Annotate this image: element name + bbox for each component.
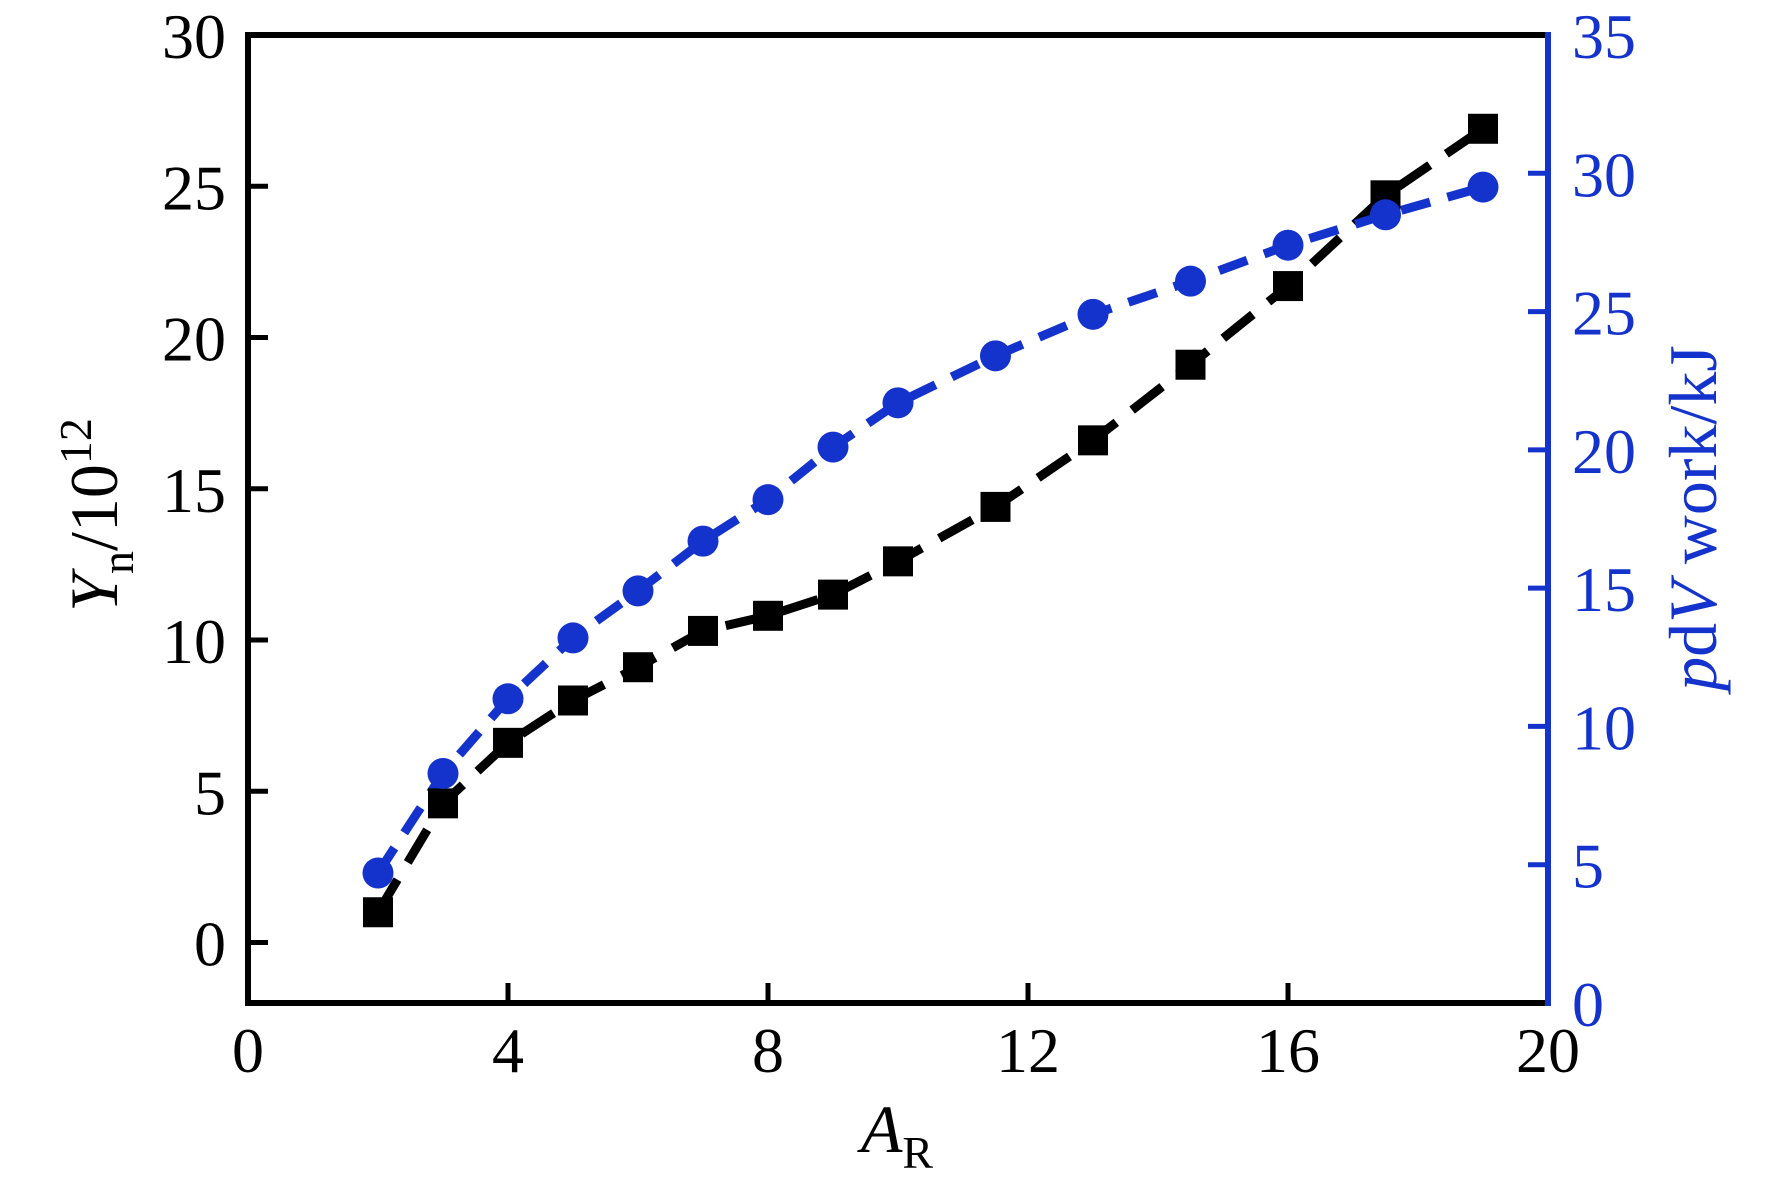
axis-spines (245, 32, 1551, 1006)
series-lines (374, 125, 1486, 915)
tick-labels: 0 5 10 15 20 25 30 0 5 10 15 20 25 30 35 0 4 8 12 16 20 (162, 1, 1636, 1086)
pdv-work-marker (427, 757, 459, 789)
pdv-work-marker (752, 484, 784, 516)
pdv-work-marker (1175, 265, 1206, 297)
left-axis-tick-label: 25 (162, 152, 226, 223)
neutron-yield-marker (558, 685, 588, 716)
pdv-work-line (374, 182, 1485, 876)
axis-titles: Yn/1012 pdV work/kJ AR (50, 345, 1731, 1178)
left-axis-tick-label: 30 (162, 1, 226, 72)
pdv-work-marker (492, 683, 524, 715)
x-axis-tick-label: 0 (232, 1015, 264, 1086)
neutron-yield-marker (623, 652, 653, 683)
right-axis-tick-label: 0 (1572, 969, 1604, 1040)
right-axis-title: pdV work/kJ (1655, 345, 1731, 695)
left-axis-tick-label: 5 (194, 757, 226, 828)
pdv-work-marker (1077, 298, 1109, 330)
right-axis-tick-label: 25 (1572, 278, 1636, 349)
pdv-work-marker (557, 622, 589, 654)
pdv-work-marker (362, 857, 394, 889)
left-axis-tick-label: 10 (162, 606, 226, 677)
neutron-yield-marker (883, 546, 913, 577)
left-axis-tick-label: 15 (162, 455, 226, 526)
pdv-work-marker (687, 525, 719, 557)
right-axis-tick-label: 30 (1572, 139, 1636, 210)
left-axis-title: Yn/1012 (50, 418, 143, 612)
axis-ticks (245, 32, 1551, 1006)
right-axis-tick-label: 15 (1572, 554, 1636, 625)
x-axis-tick-label: 20 (1516, 1015, 1580, 1086)
x-axis-title: AR (857, 1091, 934, 1178)
left-axis-tick-label: 0 (194, 909, 226, 980)
neutron-yield-marker (1078, 425, 1108, 456)
neutron-yield-marker (688, 615, 718, 646)
x-axis-tick-label: 8 (752, 1015, 784, 1086)
pdv-work-marker (1370, 199, 1401, 231)
right-axis-tick-label: 5 (1572, 831, 1604, 902)
pdv-work-marker (622, 575, 654, 607)
x-axis-tick-label: 12 (996, 1015, 1060, 1086)
series-markers (362, 113, 1499, 928)
x-axis-tick-label: 16 (1256, 1015, 1320, 1086)
neutron-yield-marker (980, 491, 1011, 522)
left-axis-tick-label: 20 (162, 304, 226, 375)
right-axis-tick-label: 10 (1572, 692, 1636, 763)
neutron-yield-marker (753, 600, 783, 631)
pdv-work-marker (980, 340, 1011, 372)
neutron-yield-marker (428, 788, 458, 819)
pdv-work-marker (1272, 229, 1304, 261)
right-axis-tick-label: 20 (1572, 416, 1636, 487)
neutron-yield-line (374, 125, 1486, 915)
neutron-yield-marker (1468, 113, 1498, 144)
neutron-yield-marker (1175, 349, 1206, 380)
x-axis-tick-label: 4 (492, 1015, 524, 1086)
pdv-work-marker (817, 431, 849, 463)
right-axis-tick-label: 35 (1572, 1, 1636, 72)
pdv-work-marker (882, 387, 914, 419)
pdv-work-marker (1467, 171, 1499, 203)
neutron-yield-marker (1273, 271, 1303, 302)
neutron-yield-marker (363, 897, 393, 928)
neutron-yield-marker (493, 727, 523, 758)
neutron-yield-marker (818, 579, 848, 610)
